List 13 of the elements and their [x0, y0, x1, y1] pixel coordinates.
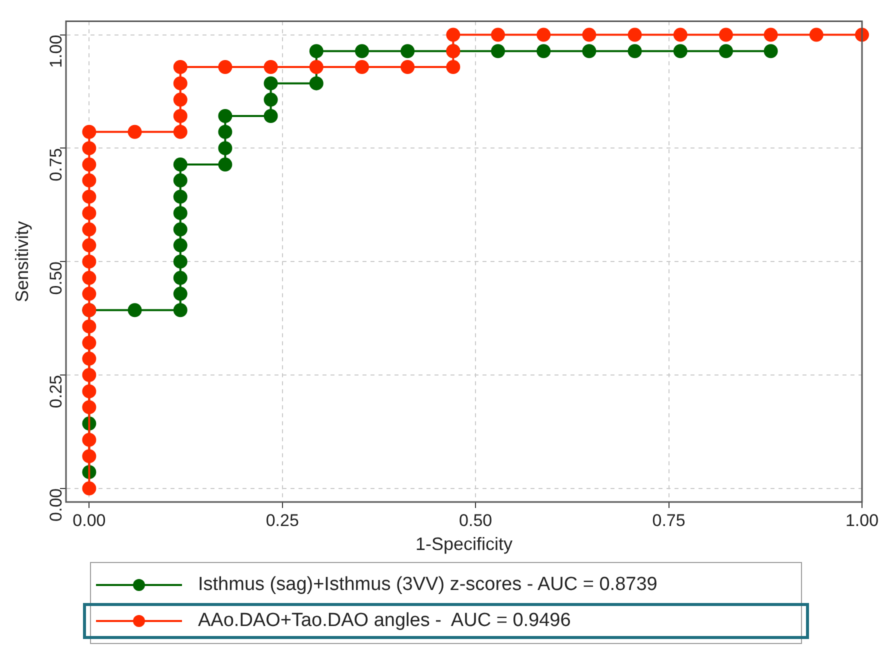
legend-label: Isthmus (sag)+Isthmus (3VV) z-scores - AUC = 0.8739 — [198, 574, 658, 596]
legend-label: AAo.DAO+Tao.DAO angles - AUC = 0.9496 — [198, 610, 571, 632]
y-axis-title: Sensitivity — [12, 221, 32, 302]
y-tick-label: 0.50 — [46, 262, 66, 295]
x-tick-label: 1.00 — [845, 510, 879, 530]
x-tick-label: 0.75 — [652, 510, 686, 530]
y-tick-label: 1.00 — [46, 34, 66, 68]
x-tick-label: 0.25 — [266, 510, 299, 530]
y-tick-label: 0.25 — [46, 374, 66, 408]
x-tick-label: 0.00 — [72, 510, 106, 530]
x-tick-label: 0.50 — [459, 510, 492, 530]
y-tick-label: 0.75 — [46, 148, 66, 182]
x-axis-title: 1-Specificity — [415, 534, 513, 554]
